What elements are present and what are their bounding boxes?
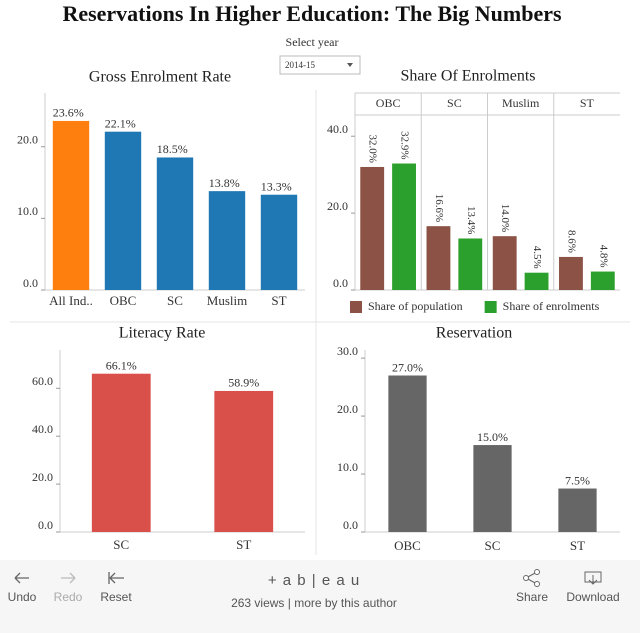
bar [260,194,298,290]
year-dropdown[interactable] [279,55,361,75]
chart-title: Gross Enrolment Rate [89,69,231,86]
tableau-logo[interactable]: + a b | e a u [268,572,360,589]
share-label: Share [516,590,548,604]
bar [388,375,427,532]
undo-label: Undo [8,590,37,604]
redo-icon [61,572,76,584]
y-tick-label: 0.0 [343,518,358,532]
bar [214,390,274,532]
bar [91,373,151,532]
reset-button[interactable]: Reset [100,572,132,604]
download-icon [584,571,602,585]
legend-swatch [484,301,497,313]
undo-icon [14,572,29,584]
share-icon [523,575,529,581]
value-label: 23.6% [53,106,84,120]
download-button[interactable]: Download [566,571,620,604]
bar [52,120,90,291]
facet-header: OBC [376,96,401,110]
legend-swatch [350,301,362,313]
value-label: 32.9% [399,131,411,159]
bar [392,163,416,290]
bar [558,488,597,532]
y-tick-label: 30.0 [337,344,358,358]
redo-label: Redo [54,590,83,604]
chart-title: Literacy Rate [119,325,206,342]
legend-label: Share of population [368,299,463,313]
x-tick-label: ST [570,538,585,553]
value-label: 58.9% [228,376,259,390]
value-label: 4.5% [531,246,543,269]
page-title: Reservations In Higher Education: The Bi… [62,1,562,26]
x-tick-label: Muslim [207,293,247,308]
share-icon [534,581,540,587]
y-tick-label: 60.0 [32,374,53,388]
y-tick-label: 40.0 [327,122,348,136]
share-button[interactable]: Share [516,569,548,605]
facet-header: ST [580,96,595,110]
y-tick-label: 0.0 [333,276,348,290]
x-tick-label: ST [236,537,251,552]
share-icon [534,569,540,575]
toolbar: Undo Redo Reset + a b | e a u 263 views … [0,560,640,633]
value-label: 13.4% [465,206,477,234]
y-tick-label: 40.0 [32,422,53,436]
value-label: 14.0% [499,204,511,232]
x-tick-label: ST [271,293,286,308]
y-tick-label: 0.0 [23,276,38,290]
value-label: 15.0% [477,430,508,444]
x-tick-label: All Ind.. [49,293,93,308]
value-label: 13.8% [209,176,240,190]
bar [458,238,483,290]
bar [104,131,142,290]
x-tick-label: OBC [394,538,421,553]
legend-label: Share of enrolments [503,299,600,313]
value-label: 16.6% [433,194,445,222]
bar [426,226,451,290]
bar [590,271,615,290]
y-tick-label: 20.0 [32,470,53,484]
bar [559,256,583,290]
y-tick-label: 10.0 [17,204,38,218]
x-tick-label: OBC [110,293,137,308]
filter-label: Select year [286,35,339,49]
chart-title: Reservation [436,325,512,342]
bar [492,236,517,290]
facet-header: Muslim [502,96,540,110]
x-tick-label: SC [167,293,183,308]
dropdown-value: 2014-15 [285,60,315,70]
chart-title: Share Of Enrolments [400,68,535,85]
undo-button[interactable]: Undo [8,572,37,604]
dropdown-arrow [347,63,353,67]
redo-button[interactable]: Redo [54,572,83,604]
views-text[interactable]: 263 views | more by this author [231,596,397,610]
y-tick-label: 20.0 [327,199,348,213]
value-label: 66.1% [106,358,137,372]
bar [524,272,549,290]
value-label: 27.0% [392,360,423,374]
download-label: Download [566,590,619,604]
value-label: 13.3% [261,179,292,193]
bar [208,191,246,290]
y-tick-label: 0.0 [38,518,53,532]
bar [156,157,194,290]
y-tick-label: 10.0 [337,460,358,474]
value-label: 22.1% [105,116,136,130]
bar [360,166,385,290]
reset-label: Reset [100,590,132,604]
toolbar-bg [0,560,640,633]
x-tick-label: SC [113,537,129,552]
value-label: 7.5% [565,473,590,487]
bar [473,445,512,532]
x-tick-label: SC [485,538,501,553]
value-label: 8.6% [565,230,577,253]
reset-icon [108,572,124,584]
facet-header: SC [447,96,462,110]
value-label: 4.8% [597,245,609,268]
y-tick-label: 20.0 [337,402,358,416]
value-label: 32.0% [367,135,379,163]
value-label: 18.5% [157,142,188,156]
y-tick-label: 20.0 [17,132,38,146]
